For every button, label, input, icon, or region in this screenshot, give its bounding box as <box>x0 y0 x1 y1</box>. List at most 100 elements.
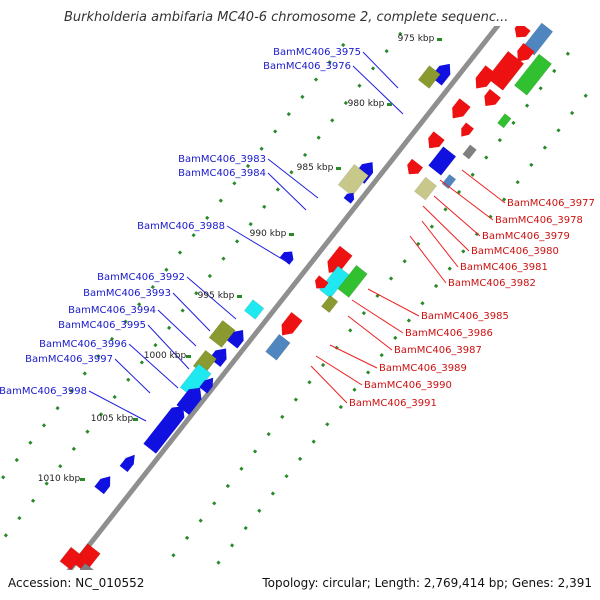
gene-label-right: BamMC406_3982 <box>448 278 536 289</box>
gc-dot <box>302 152 308 158</box>
backbone-line <box>44 8 512 600</box>
gene-block <box>441 173 457 190</box>
topology-text: Topology: circular; Length: 2,769,414 bp… <box>261 576 592 590</box>
gene-label-right: BamMC406_3990 <box>364 380 452 391</box>
tick-mark <box>133 418 138 421</box>
gc-dot <box>515 180 520 185</box>
gc-dot <box>284 474 289 479</box>
leader-left <box>114 358 151 394</box>
gc-dot <box>177 250 183 255</box>
gene-block <box>319 265 350 299</box>
gc-dot <box>232 181 237 186</box>
gene-label-left: BamMC406_3998 <box>0 386 87 397</box>
leader-right <box>367 288 420 317</box>
gc-dot <box>511 120 516 125</box>
gene-block <box>265 333 291 361</box>
gc-dot <box>85 429 90 434</box>
gc-dot <box>150 284 155 290</box>
gc-dot <box>71 446 76 452</box>
gene-block <box>59 546 83 571</box>
tick-label: 1010 kbp <box>38 474 81 484</box>
leader-right <box>315 355 363 386</box>
gc-dot <box>139 360 144 365</box>
gc-dot <box>379 353 384 358</box>
gene-label-left: BamMC406_3995 <box>58 320 146 331</box>
leader-left <box>267 158 319 199</box>
tick-label: 975 kbp <box>398 34 435 44</box>
gene-arrow <box>199 377 214 394</box>
gc-dot <box>484 155 489 160</box>
gc-dot <box>289 170 294 175</box>
gene-block <box>417 65 441 89</box>
gene-label-right: BamMC406_3985 <box>421 311 509 322</box>
gc-dot <box>112 394 117 400</box>
gc-dot <box>300 94 305 99</box>
gc-dot <box>556 128 561 133</box>
leader-left <box>186 276 237 320</box>
gc-dot <box>370 66 376 71</box>
gc-dot <box>330 118 335 123</box>
leader-right <box>433 195 481 237</box>
gc-dot <box>297 456 303 461</box>
gc-dot <box>243 525 248 531</box>
gc-dot <box>447 266 452 271</box>
gc-dot <box>343 100 348 106</box>
gene-block <box>497 113 512 129</box>
gene-features <box>59 22 554 594</box>
gc-dot <box>257 508 262 513</box>
gc-dot <box>341 42 346 48</box>
gc-dot <box>420 301 425 306</box>
gc-dot <box>3 533 8 538</box>
gene-block <box>486 50 525 91</box>
gene-label-right: BamMC406_3979 <box>482 231 570 242</box>
gene-arrow <box>281 312 303 336</box>
leader-left <box>147 324 190 370</box>
gc-dot <box>191 233 196 238</box>
gene-arrow <box>407 158 424 175</box>
backbone <box>44 8 512 600</box>
gene-arrow <box>452 98 471 119</box>
gene-block <box>208 320 236 348</box>
gene-label-left: BamMC406_3996 <box>39 339 127 350</box>
leader-left <box>172 292 211 332</box>
gc-dot <box>262 204 267 209</box>
gc-dot <box>338 404 344 410</box>
gc-dot <box>461 249 466 254</box>
gc-dot <box>30 498 36 503</box>
gc-dot <box>273 129 278 134</box>
gc-dot <box>402 259 407 264</box>
gc-dot <box>524 103 530 108</box>
leader-right <box>461 169 506 204</box>
leader-left <box>128 343 179 389</box>
tick-label: 995 kbp <box>198 291 235 301</box>
gene-block <box>513 53 552 96</box>
gc-dot <box>205 215 210 220</box>
gc-dot <box>164 267 169 272</box>
tick-label: 1005 kbp <box>91 414 134 424</box>
leader-right <box>421 220 459 268</box>
gc-dot <box>69 388 74 393</box>
gene-arrow <box>327 245 353 273</box>
gc-dot <box>123 319 128 324</box>
gc-dot <box>280 414 285 419</box>
leader-right <box>351 299 404 334</box>
gene-block <box>243 299 265 320</box>
gene-arrow <box>343 192 355 204</box>
gc-dot <box>239 466 244 471</box>
tick-mark <box>186 355 191 358</box>
gene-arrow <box>209 348 227 367</box>
gene-arrow <box>94 476 111 495</box>
gc-dot <box>41 423 47 428</box>
gc-dot <box>44 481 49 486</box>
gene-arrow <box>279 251 294 265</box>
tick-mark <box>437 38 442 41</box>
gene-label-right: BamMC406_3980 <box>471 246 559 257</box>
gene-arrow <box>517 42 535 62</box>
gc-dot <box>538 86 543 91</box>
gene-block <box>414 176 437 201</box>
gene-arrow <box>315 275 329 289</box>
gc-dot <box>320 362 326 368</box>
gc-dot <box>194 291 199 296</box>
